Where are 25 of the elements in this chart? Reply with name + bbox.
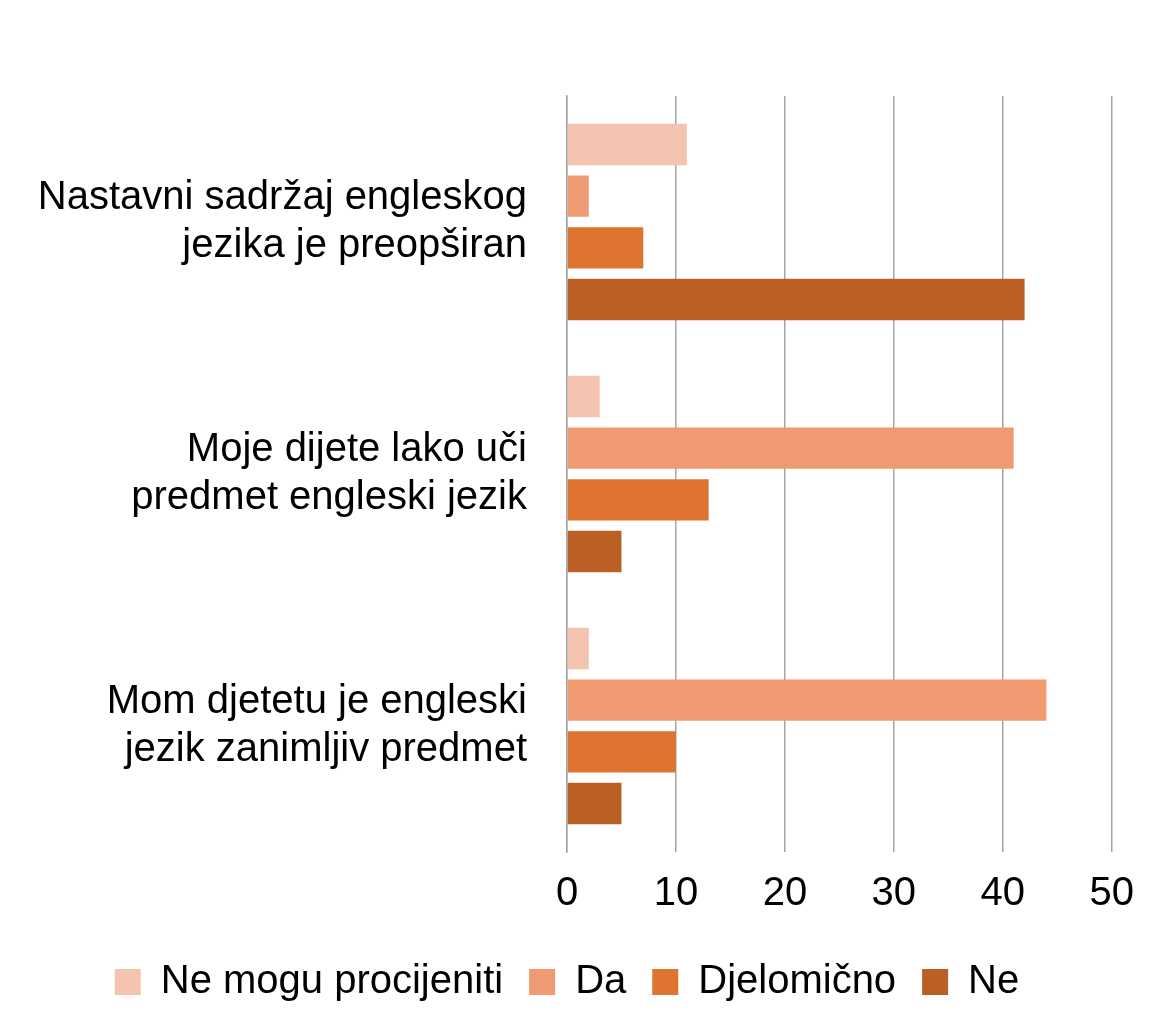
- bar: [567, 627, 589, 670]
- bar: [567, 479, 709, 521]
- x-tick-label: 0: [555, 869, 579, 914]
- y-tick-label: Nastavni sadržaj engleskog jezika je preopširan: [37, 173, 527, 266]
- y-tick-label: Mom djetetu je engleski jezik zanimljiv predmet: [106, 677, 527, 770]
- bar: [567, 782, 622, 825]
- bar: [567, 123, 687, 166]
- legend-label: Ne mogu procijeniti: [160, 957, 504, 1002]
- bar: [567, 375, 600, 418]
- bar: [567, 530, 622, 573]
- bar: [567, 175, 589, 217]
- bar: [567, 679, 1047, 721]
- legend-label: Ne: [968, 957, 1020, 1002]
- x-tick-label: 40: [980, 869, 1026, 914]
- legend-label: Da: [575, 957, 628, 1002]
- x-tick-label: 20: [762, 869, 808, 914]
- legend-label: Djelomično: [698, 957, 897, 1002]
- bar: [567, 227, 644, 269]
- bar: [567, 427, 1014, 469]
- x-tick-label: 50: [1089, 869, 1134, 914]
- y-tick-label: Moje dijete lako uči predmet engleski jezik: [131, 425, 528, 518]
- x-tick-label: 10: [653, 869, 699, 914]
- x-tick-label: 30: [871, 869, 917, 914]
- bar: [567, 278, 1025, 321]
- bar: [567, 731, 676, 773]
